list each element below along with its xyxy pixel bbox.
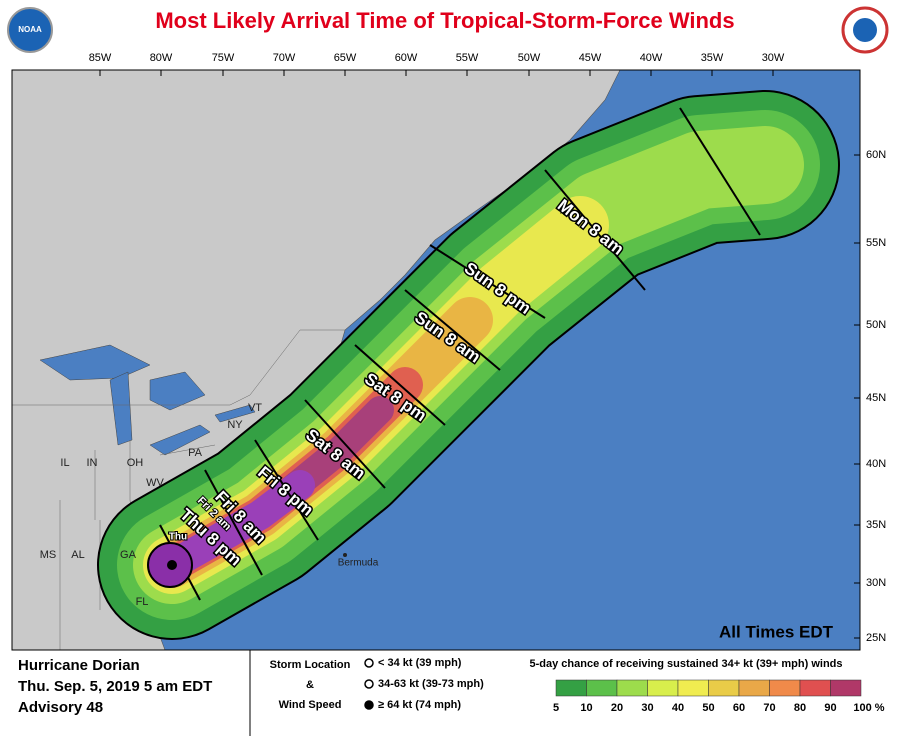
scale-label: 60 bbox=[733, 702, 745, 714]
scale-box bbox=[738, 679, 770, 697]
storm-symbol bbox=[364, 658, 374, 668]
legend-item: ≥ 64 kt (74 mph) bbox=[378, 699, 461, 711]
lon-label: 65W bbox=[334, 52, 357, 64]
lat-label: 30N bbox=[866, 577, 886, 589]
scale-label: 70 bbox=[763, 702, 775, 714]
map bbox=[12, 70, 860, 650]
legend-title: Storm Location bbox=[270, 659, 351, 671]
scale-label: 40 bbox=[672, 702, 684, 714]
lon-label: 45W bbox=[579, 52, 602, 64]
state-label: NY bbox=[227, 419, 243, 431]
isochrone bbox=[404, 289, 501, 371]
lat-label: 25N bbox=[866, 632, 886, 644]
lake bbox=[109, 371, 133, 446]
scale-box bbox=[647, 679, 679, 697]
lake bbox=[149, 371, 206, 411]
scale-box bbox=[708, 679, 740, 697]
lake bbox=[149, 424, 211, 456]
lat-label: 50N bbox=[866, 319, 886, 331]
isochrone bbox=[429, 244, 546, 319]
scale-box bbox=[677, 679, 709, 697]
scale-label: 90 bbox=[824, 702, 836, 714]
state-label: IL bbox=[60, 457, 69, 469]
lat-label: 40N bbox=[866, 458, 886, 470]
scale-box bbox=[799, 679, 831, 697]
lon-label: 80W bbox=[150, 52, 173, 64]
title: Most Likely Arrival Time of Tropical-Sto… bbox=[155, 8, 734, 33]
state-label: OH bbox=[127, 457, 144, 469]
lake bbox=[39, 344, 151, 381]
state-label: PA bbox=[188, 447, 203, 459]
time-label: Thu bbox=[169, 532, 187, 543]
lon-label: 30W bbox=[762, 52, 785, 64]
lon-label: 75W bbox=[212, 52, 235, 64]
state-label: MS bbox=[40, 549, 57, 561]
storm-symbol bbox=[364, 700, 374, 710]
storm-info: Thu. Sep. 5, 2019 5 am EDT bbox=[18, 678, 212, 695]
scale-label: 100 % bbox=[853, 702, 884, 714]
lon-label: 40W bbox=[640, 52, 663, 64]
state-label: FL bbox=[136, 596, 149, 608]
swath-band bbox=[157, 470, 315, 580]
isochrone bbox=[204, 469, 263, 576]
great-lakes bbox=[39, 344, 256, 456]
scale-box bbox=[769, 679, 801, 697]
lon-label: 85W bbox=[89, 52, 112, 64]
scale-label: 5 bbox=[553, 702, 559, 714]
isochrones bbox=[159, 107, 761, 601]
isochrone bbox=[544, 169, 646, 291]
storm-symbol bbox=[364, 679, 374, 689]
state-label: IN bbox=[87, 457, 98, 469]
lat-label: 60N bbox=[866, 149, 886, 161]
state-label: GA bbox=[120, 549, 137, 561]
scale-label: 10 bbox=[580, 702, 592, 714]
lat-label: 55N bbox=[866, 237, 886, 249]
legend-title: Wind Speed bbox=[279, 699, 342, 711]
scale-box bbox=[555, 679, 587, 697]
scale-label: 50 bbox=[702, 702, 714, 714]
lon-label: 70W bbox=[273, 52, 296, 64]
place-label: Bermuda bbox=[338, 558, 379, 569]
state-label: VT bbox=[248, 402, 262, 414]
island-marker bbox=[343, 553, 347, 557]
isochrone bbox=[254, 439, 319, 541]
scale-title: 5-day chance of receiving sustained 34+ … bbox=[530, 658, 843, 670]
storm-info: Hurricane Dorian bbox=[18, 657, 140, 674]
isochrone bbox=[679, 107, 761, 236]
legend-item: < 34 kt (39 mph) bbox=[378, 657, 462, 669]
lake bbox=[214, 404, 256, 423]
lat-label: 35N bbox=[866, 519, 886, 531]
scale-label: 80 bbox=[794, 702, 806, 714]
logo-text: NOAA bbox=[18, 25, 42, 34]
note: All Times EDT bbox=[719, 622, 834, 641]
scale-label: 20 bbox=[611, 702, 623, 714]
lon-label: 35W bbox=[701, 52, 724, 64]
legend-item: 34-63 kt (39-73 mph) bbox=[378, 678, 484, 690]
border bbox=[12, 329, 345, 406]
lat-label: 45N bbox=[866, 392, 886, 404]
lon-label: 50W bbox=[518, 52, 541, 64]
isochrone bbox=[354, 344, 446, 426]
scale-box bbox=[616, 679, 648, 697]
noaa-logo bbox=[7, 7, 53, 53]
storm-symbol bbox=[167, 560, 177, 570]
color-scale bbox=[555, 679, 862, 697]
scale-box bbox=[586, 679, 618, 697]
state-label: AL bbox=[71, 549, 84, 561]
probability-swath bbox=[97, 90, 840, 640]
scale-label: 30 bbox=[641, 702, 653, 714]
lon-label: 55W bbox=[456, 52, 479, 64]
lon-label: 60W bbox=[395, 52, 418, 64]
isochrone bbox=[304, 399, 386, 489]
state-label: WV bbox=[146, 477, 164, 489]
storm-info: Advisory 48 bbox=[18, 699, 103, 716]
legend-title: & bbox=[306, 679, 314, 691]
scale-box bbox=[830, 679, 862, 697]
nws-logo-inner bbox=[853, 18, 877, 42]
